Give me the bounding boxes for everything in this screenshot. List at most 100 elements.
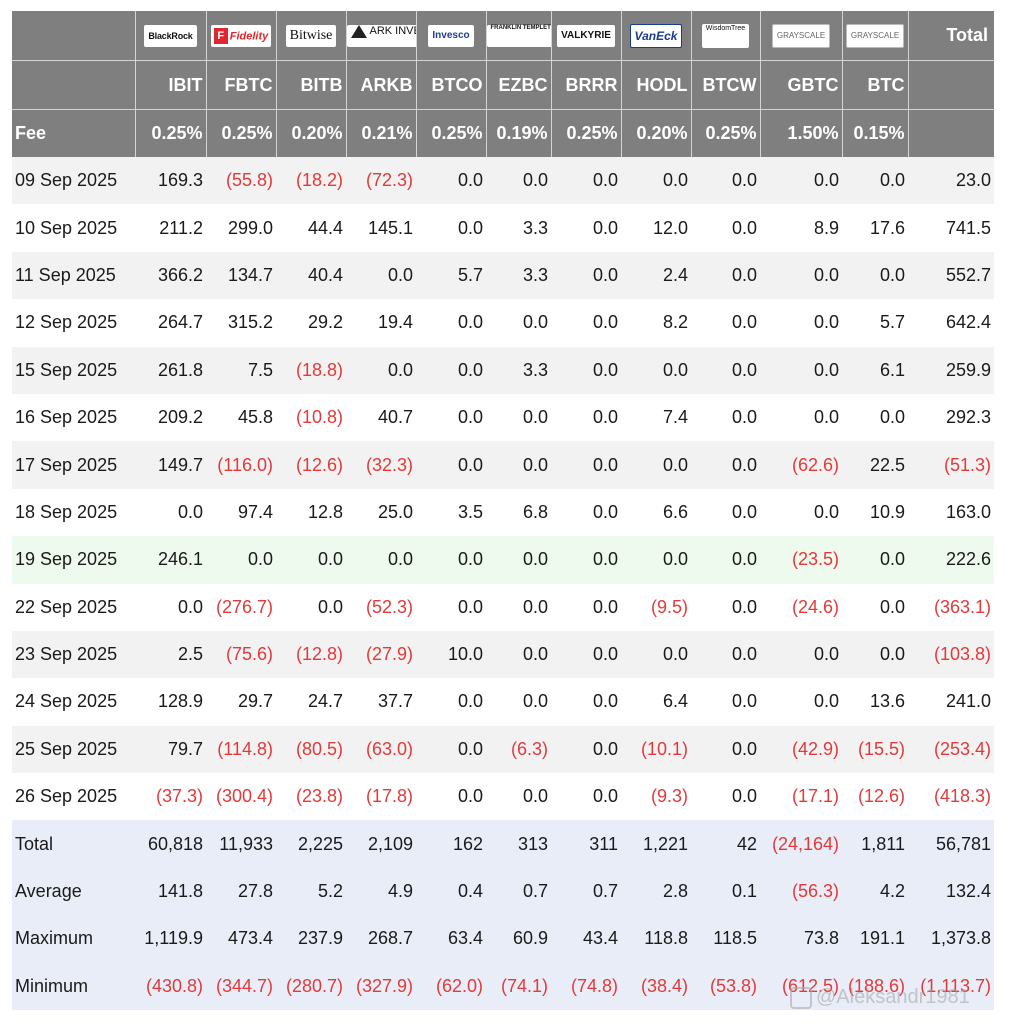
flow-cell: (27.9) [346,630,416,679]
table-row: 15 Sep 2025 261.8 7.5 (18.8) 0.0 0.0 3.3 0.0 0.0… [12,346,994,394]
summary-cell: 268.7 [346,915,416,963]
flow-cell: (9.5) [621,583,691,631]
table-row: 10 Sep 2025 211.2 299.0 44.4 145.1 0.0 3.3 0.0 1… [12,204,994,252]
franklin-templeton-logo: FRANKLIN TEMPLETON [486,24,550,47]
flow-cell: 211.2 [135,204,206,252]
summary-label: Minimum [12,962,135,1011]
flow-cell: 0.0 [276,536,346,584]
flow-cell: (72.3) [346,157,416,205]
flow-cell: (17.8) [346,773,416,821]
summary-cell: 118.5 [691,915,760,963]
summary-cell: (327.9) [346,962,416,1011]
summary-cell: (188.6) [842,962,908,1011]
summary-cell: 60,818 [135,820,206,868]
table-row: 12 Sep 2025 264.7 315.2 29.2 19.4 0.0 0.0 0.0 8.… [12,299,994,347]
summary-total-cell: 1,373.8 [908,915,994,963]
flow-cell: 0.0 [691,441,760,489]
summary-total-cell: (1,113.7) [908,962,994,1011]
flow-cell: 0.0 [551,725,621,774]
flow-cell: (12.6) [842,773,908,821]
flow-cell: 0.0 [416,725,486,774]
fee-cell: 0.20% [276,109,347,157]
valkyrie-logo: VALKYRIE [557,24,615,47]
row-total-cell: 741.5 [908,204,994,252]
flow-cell: 3.3 [486,251,551,300]
table-row: 16 Sep 2025 209.2 45.8 (10.8) 40.7 0.0 0.0 0.0 7… [12,393,994,442]
flow-cell: 315.2 [206,299,276,347]
logo-cell: GRAYSCALE [760,11,843,61]
summary-cell: (344.7) [206,962,276,1011]
summary-row: Minimum (430.8) (344.7) (280.7) (327.9) (62.0… [12,962,994,1011]
summary-cell: 27.8 [206,867,276,916]
flow-cell: 0.0 [621,630,691,679]
flow-cell: 12.0 [621,204,691,252]
flow-cell: 0.0 [691,488,760,537]
flow-cell: (63.0) [346,725,416,774]
flow-cell: 0.0 [486,630,551,679]
flow-cell: 0.0 [346,346,416,394]
ark-triangle-icon [350,24,367,38]
summary-cell: 1,221 [621,820,691,868]
summary-cell: 2,225 [276,820,346,868]
flow-cell: 10.9 [842,488,908,537]
flow-cell: 0.0 [691,773,760,821]
flow-cell: 7.5 [206,346,276,394]
flow-cell: 0.0 [416,678,486,726]
flow-cell: 0.0 [135,488,206,537]
flow-cell: 0.0 [842,157,908,205]
summary-cell: 118.8 [621,915,691,963]
grayscale-logo: GRAYSCALE [771,23,831,48]
flow-cell: 366.2 [135,251,206,300]
corner-cell [12,11,136,61]
date-cell: 16 Sep 2025 [12,393,135,442]
summary-cell: 191.1 [842,915,908,963]
fee-label: Fee [12,109,136,157]
row-total-cell: (253.4) [908,725,994,774]
date-cell: 12 Sep 2025 [12,299,135,347]
flow-cell: 10.0 [416,630,486,679]
flow-cell: (55.8) [206,157,276,205]
flow-cell: 0.0 [691,251,760,300]
logo-cell: WisdomTree [691,11,761,61]
flow-cell: 0.0 [276,583,346,631]
date-cell: 15 Sep 2025 [12,346,135,394]
flow-cell: 134.7 [206,251,276,300]
summary-total-cell: 56,781 [908,820,994,868]
flow-cell: 0.0 [346,536,416,584]
date-cell: 11 Sep 2025 [12,251,135,300]
logo-cell: Bitwise [276,11,347,61]
ticker-header-cell: EZBC [486,60,552,110]
flow-cell: (15.5) [842,725,908,774]
ticker-header-cell: GBTC [760,60,843,110]
bitwise-logo: Bitwise [285,24,337,47]
fee-cell: 0.21% [346,109,417,157]
flow-cell: 7.4 [621,393,691,442]
date-cell: 24 Sep 2025 [12,678,135,726]
flow-cell: 0.0 [691,536,760,584]
flow-cell: 0.0 [551,346,621,394]
logo-cell: GRAYSCALE [842,11,909,61]
logo-cell: VanEck [621,11,692,61]
flow-cell: 0.0 [486,157,551,205]
flow-cell: 145.1 [346,204,416,252]
grayscale-mini-logo: GRAYSCALE [845,23,905,48]
flow-cell: 0.0 [551,299,621,347]
summary-label: Maximum [12,915,135,963]
summary-total-cell: 132.4 [908,867,994,916]
summary-cell: 473.4 [206,915,276,963]
fee-cell: 0.20% [621,109,692,157]
flow-cell: 0.0 [691,393,760,442]
row-total-cell: 259.9 [908,346,994,394]
flow-cell: 0.0 [416,204,486,252]
summary-row: Average 141.8 27.8 5.2 4.9 0.4 0.7 0.7 2.8 0.1 (56… [12,867,994,916]
flow-cell: 0.0 [346,251,416,300]
flow-cell: 2.4 [621,251,691,300]
flow-cell: 40.4 [276,251,346,300]
summary-label: Average [12,867,135,916]
flow-cell: (24.6) [760,583,842,631]
flow-cell: 0.0 [691,299,760,347]
logo-cell: FRANKLIN TEMPLETON [486,11,552,61]
summary-row: Maximum 1,119.9 473.4 237.9 268.7 63.4 60.9 43.… [12,915,994,963]
ticker-header-cell: BITB [276,60,347,110]
vaneck-logo: VanEck [629,23,683,48]
